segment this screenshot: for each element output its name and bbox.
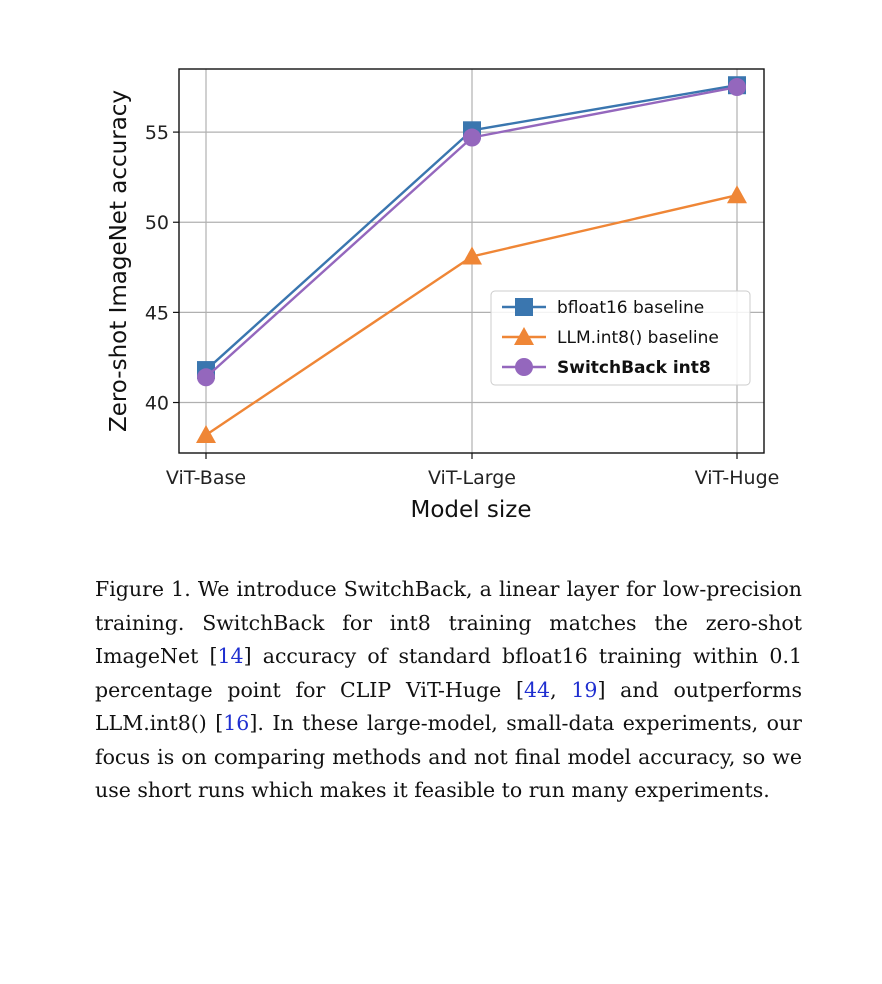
x-tick-label: ViT-Base [166, 467, 246, 489]
data-point-circle [463, 128, 481, 147]
caption-separator: , [550, 677, 572, 702]
x-axis-label: Model size [411, 497, 532, 523]
x-tick-label: ViT-Huge [695, 467, 780, 489]
legend-label: bfloat16 baseline [557, 298, 704, 318]
figure-caption: Figure 1. We introduce SwitchBack, a lin… [95, 573, 802, 808]
citation-link-44[interactable]: 44 [523, 677, 551, 702]
legend-marker-square [515, 298, 533, 316]
caption-text-2: ] accuracy of standard bfloat16 training… [95, 644, 803, 702]
x-tick-label: ViT-Large [428, 467, 516, 489]
citation-link-14[interactable]: 14 [217, 644, 244, 668]
data-point-triangle [196, 424, 216, 443]
legend-entries: bfloat16 baseline LLM.int8() baseline Swit… [502, 298, 719, 378]
y-tick-labels: 40 45 50 55 [145, 122, 179, 415]
legend-box [490, 290, 751, 386]
data-point-circle [197, 368, 215, 387]
legend-marker-circle [515, 358, 533, 376]
data-point-triangle [462, 246, 482, 265]
series-layer [196, 76, 747, 443]
caption-text-3: ] and outperforms LLM.int8() [ [95, 677, 802, 736]
caption-text-4: ]. In these large-model, small-data expe… [95, 711, 802, 802]
citation-link-16[interactable]: 16 [223, 711, 250, 735]
data-point-circle [728, 78, 746, 97]
y-tick-label: 40 [145, 393, 169, 415]
data-point-triangle [727, 185, 747, 204]
legend-label: SwitchBack int8 [557, 358, 711, 378]
legend: bfloat16 baseline LLM.int8() baseline Swit… [490, 290, 751, 386]
line-chart: 40 45 50 55 ViT-Base ViT-Large ViT-Huge Model… [106, 68, 779, 523]
legend-label: LLM.int8() baseline [557, 328, 719, 348]
x-tick-labels: ViT-Base ViT-Large ViT-Huge [166, 453, 779, 489]
y-tick-label: 50 [145, 212, 169, 234]
legend-marker-triangle [514, 327, 534, 345]
y-tick-label: 45 [145, 302, 169, 324]
caption-text-1: Figure 1. We introduce SwitchBack, a lin… [95, 577, 802, 668]
citation-link-19[interactable]: 19 [571, 677, 598, 702]
y-axis-label: Zero-shot ImageNet accuracy [106, 90, 132, 432]
y-tick-label: 55 [145, 122, 169, 144]
